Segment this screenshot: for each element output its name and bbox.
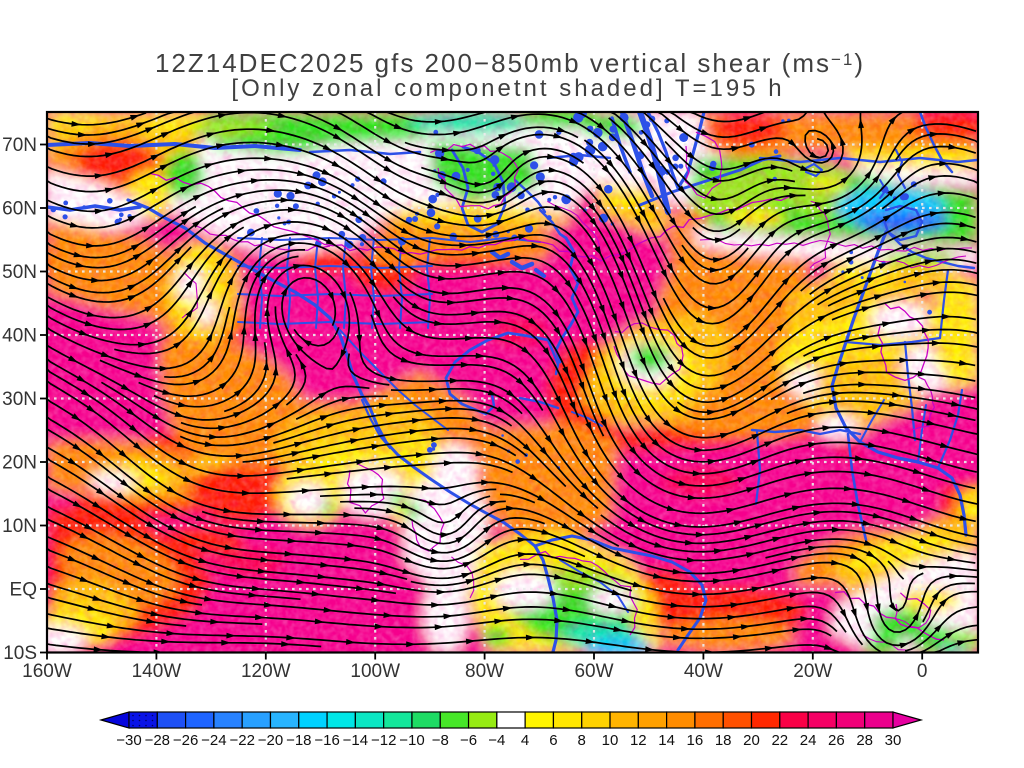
- svg-text:−16: −16: [314, 732, 339, 749]
- svg-text:40W: 40W: [684, 661, 723, 682]
- svg-text:60W: 60W: [574, 661, 613, 682]
- svg-text:−14: −14: [343, 732, 368, 749]
- svg-text:14: 14: [658, 732, 675, 749]
- svg-text:12Z14DEC2025 gfs 200−850mb ver: 12Z14DEC2025 gfs 200−850mb vertical shea…: [155, 48, 865, 78]
- svg-text:−30: −30: [116, 732, 141, 749]
- svg-text:−10: −10: [399, 732, 424, 749]
- svg-text:60N: 60N: [2, 199, 37, 220]
- svg-text:8: 8: [578, 732, 586, 749]
- svg-text:40N: 40N: [2, 326, 37, 347]
- svg-text:−4: −4: [488, 732, 505, 749]
- svg-text:10: 10: [602, 732, 619, 749]
- svg-text:6: 6: [549, 732, 557, 749]
- svg-text:0: 0: [917, 661, 928, 682]
- svg-text:80W: 80W: [465, 661, 504, 682]
- svg-text:100W: 100W: [350, 661, 400, 682]
- svg-text:EQ: EQ: [10, 580, 37, 601]
- svg-text:22: 22: [771, 732, 788, 749]
- svg-text:12: 12: [630, 732, 647, 749]
- svg-text:30: 30: [885, 732, 902, 749]
- svg-text:140W: 140W: [132, 661, 182, 682]
- svg-text:20: 20: [743, 732, 760, 749]
- svg-text:−20: −20: [258, 732, 283, 749]
- svg-text:−28: −28: [145, 732, 170, 749]
- svg-text:−12: −12: [371, 732, 396, 749]
- svg-text:4: 4: [521, 732, 529, 749]
- svg-text:70N: 70N: [2, 135, 37, 156]
- svg-text:−26: −26: [173, 732, 198, 749]
- svg-text:−22: −22: [229, 732, 254, 749]
- svg-text:10N: 10N: [2, 516, 37, 537]
- svg-text:18: 18: [715, 732, 732, 749]
- svg-text:[Only zonal componetnt shaded]: [Only zonal componetnt shaded] T=195 h: [231, 75, 784, 102]
- svg-text:26: 26: [828, 732, 845, 749]
- svg-text:−24: −24: [201, 732, 226, 749]
- svg-text:28: 28: [856, 732, 873, 749]
- svg-text:20N: 20N: [2, 453, 37, 474]
- svg-text:−8: −8: [432, 732, 449, 749]
- svg-text:−6: −6: [460, 732, 477, 749]
- svg-text:160W: 160W: [22, 661, 72, 682]
- svg-text:50N: 50N: [2, 262, 37, 283]
- svg-text:20W: 20W: [793, 661, 832, 682]
- svg-text:120W: 120W: [241, 661, 291, 682]
- svg-text:30N: 30N: [2, 389, 37, 410]
- svg-text:−18: −18: [286, 732, 311, 749]
- svg-text:16: 16: [687, 732, 704, 749]
- svg-text:10S: 10S: [3, 643, 37, 664]
- svg-text:24: 24: [800, 732, 817, 749]
